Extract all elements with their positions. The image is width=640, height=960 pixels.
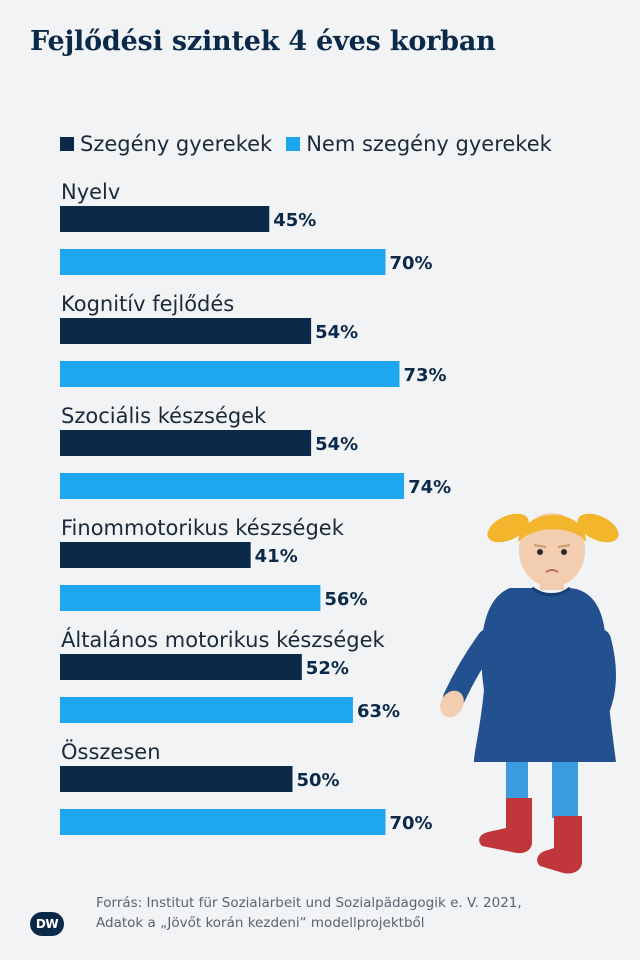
source-note: Forrás: Institut für Sozialarbeit und So… bbox=[96, 893, 626, 933]
data-label: 54% bbox=[315, 322, 358, 343]
child-girl-icon bbox=[440, 513, 619, 874]
data-label: 45% bbox=[273, 210, 316, 231]
legend-swatch-poor bbox=[60, 137, 74, 151]
legend-item-non-poor: Nem szegény gyerekek bbox=[286, 132, 552, 156]
legend-swatch-non-poor bbox=[286, 137, 301, 151]
data-label: 73% bbox=[403, 365, 446, 386]
legend-label-poor: Szegény gyerekek bbox=[80, 132, 273, 156]
data-label: 70% bbox=[390, 253, 433, 274]
bar bbox=[60, 542, 251, 568]
bar bbox=[60, 249, 386, 275]
source-line-2: Adatok a „Jövőt korán kezdeni“ modellpro… bbox=[96, 915, 425, 931]
data-label: 70% bbox=[390, 813, 433, 834]
category-label: Kognitív fejlődés bbox=[61, 292, 234, 316]
data-label: 56% bbox=[324, 589, 367, 610]
bar bbox=[60, 361, 400, 387]
category-label: Finommotorikus készségek bbox=[61, 516, 345, 540]
dw-logo: DW bbox=[30, 912, 64, 936]
category-label: Összesen bbox=[61, 739, 161, 764]
chart-title: Fejlődési szintek 4 éves korban bbox=[30, 26, 496, 57]
data-label: 52% bbox=[306, 658, 349, 679]
bar bbox=[60, 206, 270, 232]
data-label: 50% bbox=[297, 770, 340, 791]
source-line-1: Forrás: Institut für Sozialarbeit und So… bbox=[96, 895, 522, 911]
bar bbox=[60, 473, 405, 499]
bar bbox=[60, 766, 293, 792]
data-label: 63% bbox=[357, 701, 400, 722]
legend: Szegény gyerekek Nem szegény gyerekek bbox=[60, 130, 566, 158]
legend-label-non-poor: Nem szegény gyerekek bbox=[306, 132, 552, 156]
category-label: Általános motorikus készségek bbox=[61, 627, 385, 652]
bar bbox=[60, 318, 312, 344]
bar bbox=[60, 809, 386, 835]
data-label: 54% bbox=[315, 434, 358, 455]
legend-item-poor: Szegény gyerekek bbox=[60, 132, 272, 156]
category-label: Nyelv bbox=[61, 180, 120, 204]
bar bbox=[60, 585, 321, 611]
data-label: 74% bbox=[408, 477, 451, 498]
bar bbox=[60, 430, 312, 456]
category-label: Szociális készségek bbox=[61, 404, 267, 428]
bar bbox=[60, 654, 302, 680]
bar bbox=[60, 697, 353, 723]
bar-chart: Nyelv 45% 70% Kognitív fejlődés 54% 73% Szociá… bbox=[60, 180, 451, 835]
data-label: 41% bbox=[255, 546, 298, 567]
